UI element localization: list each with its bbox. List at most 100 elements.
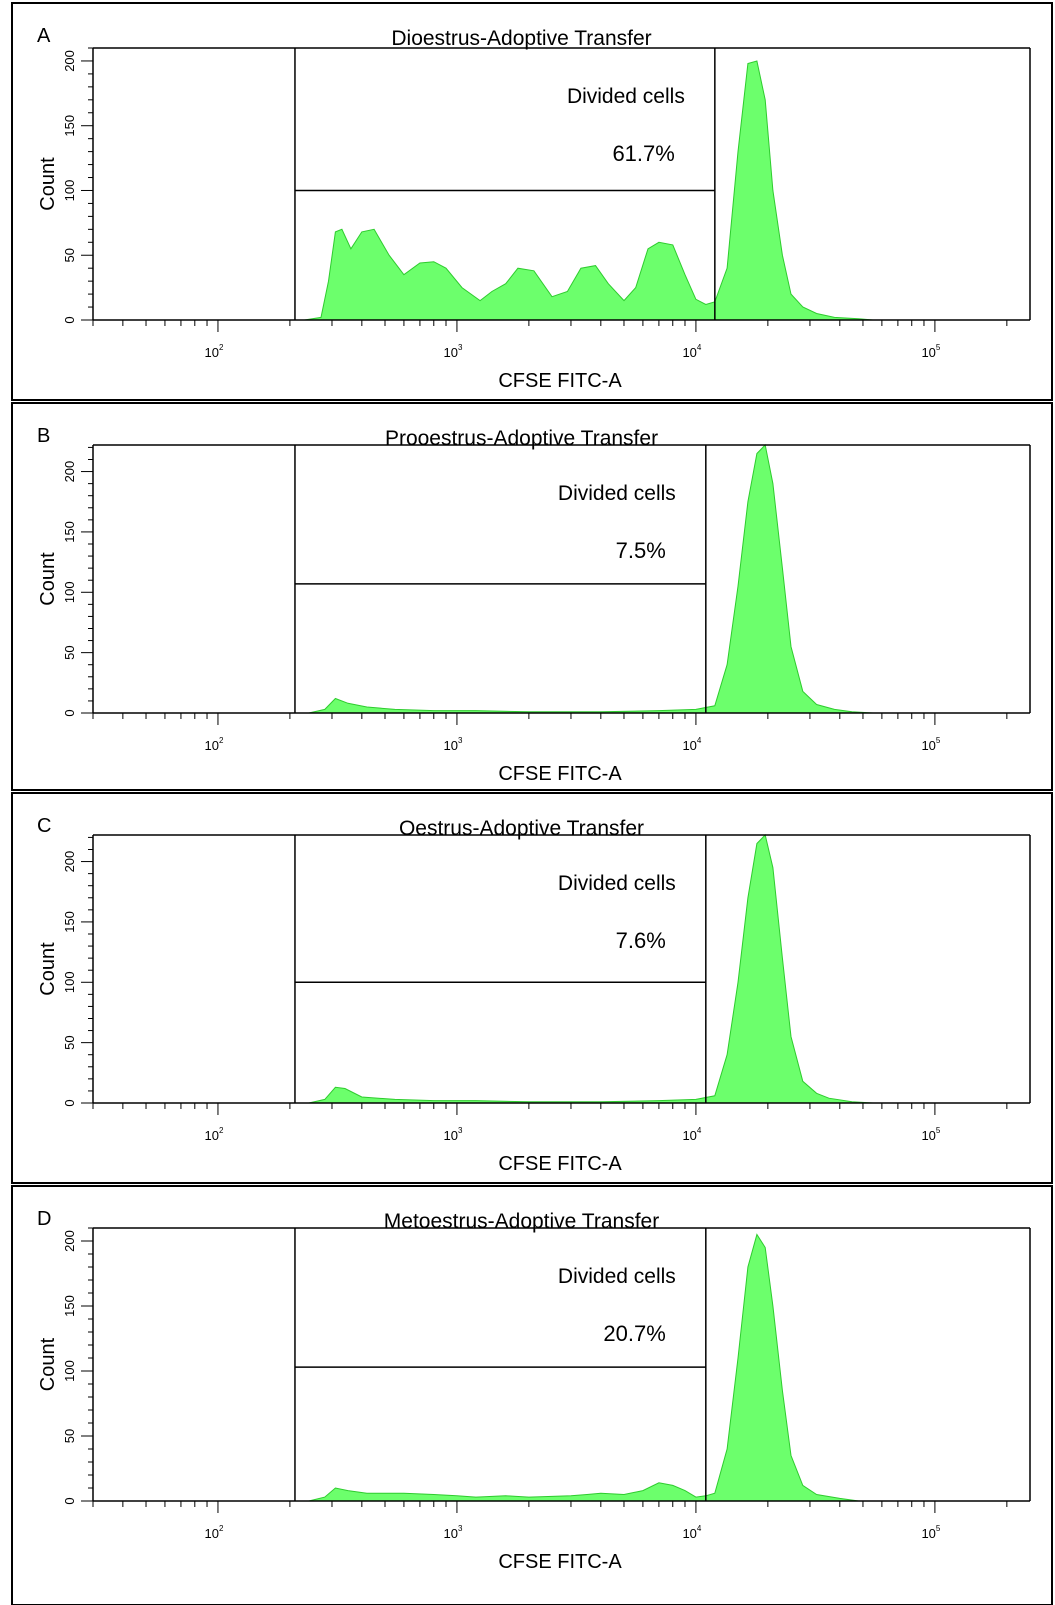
x-tick-base: 10	[682, 738, 696, 753]
y-tick-label: 50	[62, 248, 77, 262]
x-tick-exponent: 3	[458, 1126, 463, 1135]
x-tick-label: 103	[443, 1524, 462, 1541]
x-tick-base: 10	[921, 345, 935, 360]
x-axis-label: CFSE FITC-A	[498, 763, 622, 785]
y-axis-label: Count	[37, 552, 59, 606]
x-tick-exponent: 4	[697, 1524, 702, 1533]
x-tick-exponent: 2	[219, 1126, 224, 1135]
panel-border	[12, 3, 1052, 400]
y-tick-label: 200	[62, 1230, 77, 1252]
y-tick-label: 150	[62, 911, 77, 933]
x-tick-label: 102	[204, 1524, 223, 1541]
y-tick-label: 150	[62, 1295, 77, 1317]
y-tick-label: 50	[62, 645, 77, 659]
panel-border	[12, 793, 1052, 1183]
panel-a: A Dioestrus-Adoptive Transfer Divided cell…	[12, 3, 1052, 400]
y-axis-label: Count	[37, 1337, 59, 1391]
panel-letter: B	[37, 425, 50, 447]
x-axis-label: CFSE FITC-A	[498, 370, 622, 392]
y-tick-label: 200	[62, 461, 77, 483]
y-tick-label: 50	[62, 1429, 77, 1443]
x-tick-label: 102	[204, 343, 223, 360]
panel-d: D Metoestrus-Adoptive Transfer Divided cel…	[12, 1186, 1052, 1605]
panel-letter: C	[37, 815, 51, 837]
x-tick-exponent: 4	[697, 343, 702, 352]
x-tick-exponent: 5	[936, 1524, 941, 1533]
x-tick-label: 104	[682, 1524, 701, 1541]
x-tick-base: 10	[682, 1128, 696, 1143]
x-axis-label: CFSE FITC-A	[498, 1551, 622, 1573]
chart-title: Prooestrus-Adoptive Transfer	[385, 427, 658, 450]
x-tick-base: 10	[921, 1526, 935, 1541]
x-tick-exponent: 3	[458, 736, 463, 745]
panel-letter: A	[37, 25, 51, 47]
y-tick-label: 100	[62, 180, 77, 202]
x-tick-base: 10	[204, 1526, 218, 1541]
x-tick-exponent: 2	[219, 1524, 224, 1533]
y-tick-label: 200	[62, 50, 77, 72]
y-tick-label: 0	[62, 709, 77, 716]
x-axis-label: CFSE FITC-A	[498, 1153, 622, 1175]
x-tick-exponent: 3	[458, 1524, 463, 1533]
x-tick-label: 104	[682, 343, 701, 360]
y-tick-label: 100	[62, 971, 77, 993]
panel-border	[12, 1186, 1052, 1605]
x-tick-exponent: 5	[936, 1126, 941, 1135]
chart-title: Dioestrus-Adoptive Transfer	[391, 27, 651, 50]
x-tick-base: 10	[682, 1526, 696, 1541]
x-tick-label: 105	[921, 736, 940, 753]
x-tick-base: 10	[443, 1526, 457, 1541]
x-tick-label: 103	[443, 1126, 462, 1143]
x-tick-base: 10	[443, 738, 457, 753]
gate-percent: 7.5%	[616, 538, 666, 563]
y-axis-label: Count	[37, 157, 59, 211]
x-tick-base: 10	[921, 1128, 935, 1143]
x-tick-exponent: 2	[219, 736, 224, 745]
x-tick-exponent: 2	[219, 343, 224, 352]
panel-letter: D	[37, 1208, 51, 1230]
panel-border	[12, 403, 1052, 790]
gate-label: Divided cells	[558, 482, 676, 505]
x-tick-label: 103	[443, 736, 462, 753]
x-tick-base: 10	[682, 345, 696, 360]
x-tick-exponent: 3	[458, 343, 463, 352]
y-tick-label: 0	[62, 1099, 77, 1106]
x-tick-exponent: 5	[936, 343, 941, 352]
x-tick-label: 105	[921, 1524, 940, 1541]
panel-c: C Oestrus-Adoptive Transfer Divided cells 7…	[12, 793, 1052, 1183]
gate-label: Divided cells	[558, 1265, 676, 1288]
chart-title: Oestrus-Adoptive Transfer	[399, 817, 644, 840]
y-tick-label: 0	[62, 1497, 77, 1504]
x-tick-base: 10	[204, 738, 218, 753]
panel-b: B Prooestrus-Adoptive Transfer Divided cel…	[12, 403, 1052, 790]
x-tick-label: 105	[921, 343, 940, 360]
x-tick-exponent: 4	[697, 1126, 702, 1135]
x-tick-base: 10	[443, 1128, 457, 1143]
x-tick-label: 105	[921, 1126, 940, 1143]
x-tick-label: 102	[204, 1126, 223, 1143]
x-tick-base: 10	[204, 1128, 218, 1143]
gate-percent: 7.6%	[616, 928, 666, 953]
y-tick-label: 200	[62, 851, 77, 873]
gate-label: Divided cells	[567, 85, 685, 108]
x-tick-label: 103	[443, 343, 462, 360]
y-tick-label: 150	[62, 115, 77, 137]
x-tick-base: 10	[204, 345, 218, 360]
x-tick-label: 102	[204, 736, 223, 753]
x-tick-exponent: 4	[697, 736, 702, 745]
x-tick-label: 104	[682, 1126, 701, 1143]
gate-label: Divided cells	[558, 872, 676, 895]
gate-percent: 20.7%	[603, 1321, 665, 1346]
y-tick-label: 100	[62, 581, 77, 603]
chart-title: Metoestrus-Adoptive Transfer	[384, 1210, 659, 1233]
x-tick-exponent: 5	[936, 736, 941, 745]
y-tick-label: 50	[62, 1035, 77, 1049]
x-tick-base: 10	[443, 345, 457, 360]
y-tick-label: 0	[62, 316, 77, 323]
y-tick-label: 100	[62, 1360, 77, 1382]
x-tick-label: 104	[682, 736, 701, 753]
y-axis-label: Count	[37, 942, 59, 996]
gate-percent: 61.7%	[612, 141, 674, 166]
y-tick-label: 150	[62, 521, 77, 543]
